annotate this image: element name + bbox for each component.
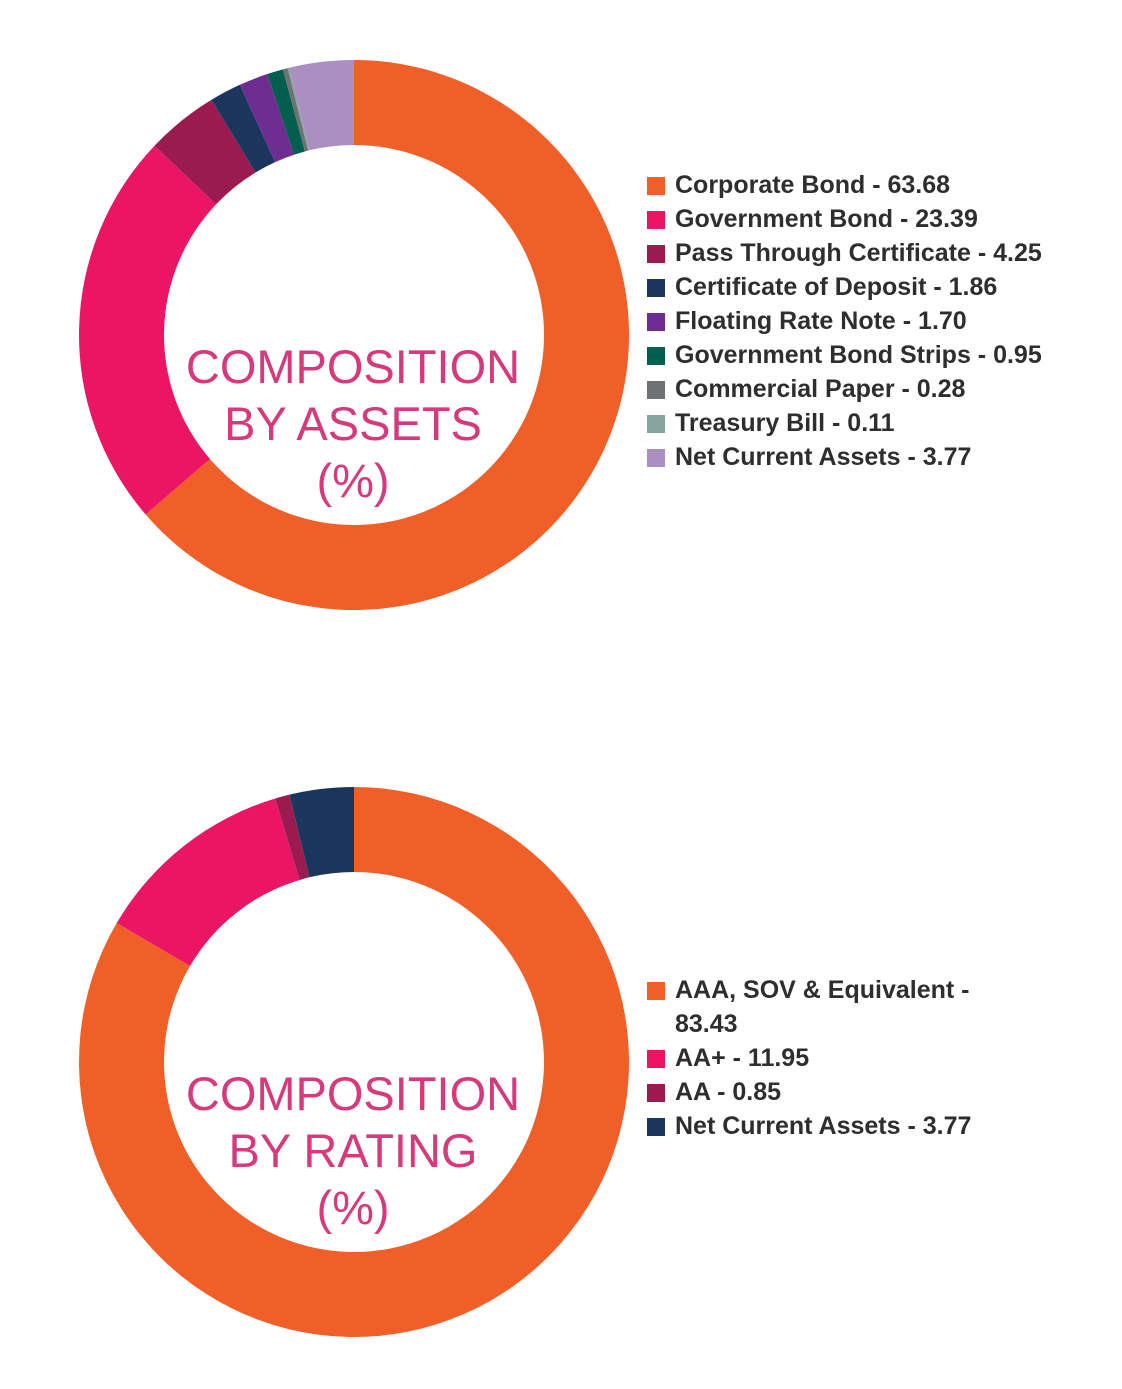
legend-item-aa: AA - 0.85 [647, 1075, 1107, 1109]
legend-label: AA - 0.85 [675, 1078, 782, 1106]
rating-center-line-3: (%) [316, 1181, 390, 1234]
legend-item-aa-plus: AA+ - 11.95 [647, 1041, 1107, 1075]
composition-by-rating-chart: COMPOSITION BY RATING (%) AAA, SOV & Equ… [0, 730, 1122, 1389]
legend-item-floating-rate-note: Floating Rate Note - 1.70 [647, 304, 1107, 338]
assets-center-line-1: COMPOSITION [185, 340, 521, 393]
legend-swatch [647, 347, 665, 365]
assets-donut [78, 60, 630, 611]
legend-swatch [647, 449, 665, 467]
assets-center-label: COMPOSITION BY ASSETS (%) [146, 338, 560, 509]
legend-swatch [647, 982, 665, 1000]
legend-item-certificate-of-deposit: Certificate of Deposit - 1.86 [647, 270, 1107, 304]
legend-label: AA+ - 11.95 [675, 1044, 810, 1072]
legend-item-pass-through-certificate: Pass Through Certificate - 4.25 [647, 236, 1107, 270]
assets-center-line-3: (%) [316, 454, 390, 507]
legend-label: Treasury Bill - 0.11 [675, 409, 895, 437]
legend-label: Corporate Bond - 63.68 [675, 171, 951, 199]
composition-by-assets-chart: COMPOSITION BY ASSETS (%) Corporate Bond… [0, 0, 1122, 660]
legend-label: Government Bond Strips - 0.95 [675, 341, 1042, 369]
slice-aaa-sov-equivalent [78, 787, 630, 1337]
slice-certificate-of-deposit [211, 84, 276, 173]
legend-item-net-current-assets: Net Current Assets - 3.77 [647, 1109, 1107, 1143]
legend-item-government-bond-strips: Government Bond Strips - 0.95 [647, 338, 1107, 372]
slice-commercial-paper [282, 68, 309, 152]
slice-treasury-bill [287, 67, 310, 151]
assets-center-line-2: BY ASSETS [224, 397, 482, 450]
slice-aa [275, 794, 310, 880]
slice-net-current-assets [289, 787, 354, 878]
legend-label: AAA, SOV & Equivalent - 83.43 [675, 976, 970, 1038]
assets-legend: Corporate Bond - 63.68 Government Bond -… [647, 168, 1107, 474]
legend-item-government-bond: Government Bond - 23.39 [647, 202, 1107, 236]
rating-center-label: COMPOSITION BY RATING (%) [146, 1065, 560, 1236]
legend-label: Net Current Assets - 3.77 [675, 1112, 972, 1140]
legend-label: Pass Through Certificate - 4.25 [675, 239, 1042, 267]
legend-item-treasury-bill: Treasury Bill - 0.11 [647, 406, 1107, 440]
slice-pass-through-certificate [154, 99, 256, 205]
legend-swatch [647, 1084, 665, 1102]
legend-item-net-current-assets: Net Current Assets - 3.77 [647, 440, 1107, 474]
legend-swatch [647, 1050, 665, 1068]
legend-swatch [647, 1118, 665, 1136]
legend-item-aaa-sov-equivalent: AAA, SOV & Equivalent - 83.43 [647, 973, 1107, 1041]
legend-swatch [647, 279, 665, 297]
legend-swatch [647, 177, 665, 195]
slice-corporate-bond [145, 60, 630, 611]
slice-floating-rate-note [239, 74, 295, 163]
legend-swatch [647, 245, 665, 263]
legend-swatch [647, 313, 665, 331]
slice-aa [116, 798, 300, 967]
legend-swatch [647, 381, 665, 399]
legend-label: Commercial Paper - 0.28 [675, 375, 966, 403]
legend-label: Net Current Assets - 3.77 [675, 443, 972, 471]
legend-label: Certificate of Deposit - 1.86 [675, 273, 998, 301]
slice-government-bond [78, 145, 217, 515]
rating-legend: AAA, SOV & Equivalent - 83.43 AA+ - 11.9… [647, 973, 1107, 1143]
slice-government-bond-strips [267, 69, 305, 155]
legend-label: Floating Rate Note - 1.70 [675, 307, 967, 335]
legend-swatch [647, 211, 665, 229]
legend-swatch [647, 415, 665, 433]
rating-donut [78, 787, 630, 1337]
rating-center-line-2: BY RATING [228, 1124, 478, 1177]
legend-item-commercial-paper: Commercial Paper - 0.28 [647, 372, 1107, 406]
legend-label: Government Bond - 23.39 [675, 205, 978, 233]
legend-item-corporate-bond: Corporate Bond - 63.68 [647, 168, 1107, 202]
slice-net-current-assets [289, 60, 354, 151]
rating-center-line-1: COMPOSITION [185, 1067, 521, 1120]
